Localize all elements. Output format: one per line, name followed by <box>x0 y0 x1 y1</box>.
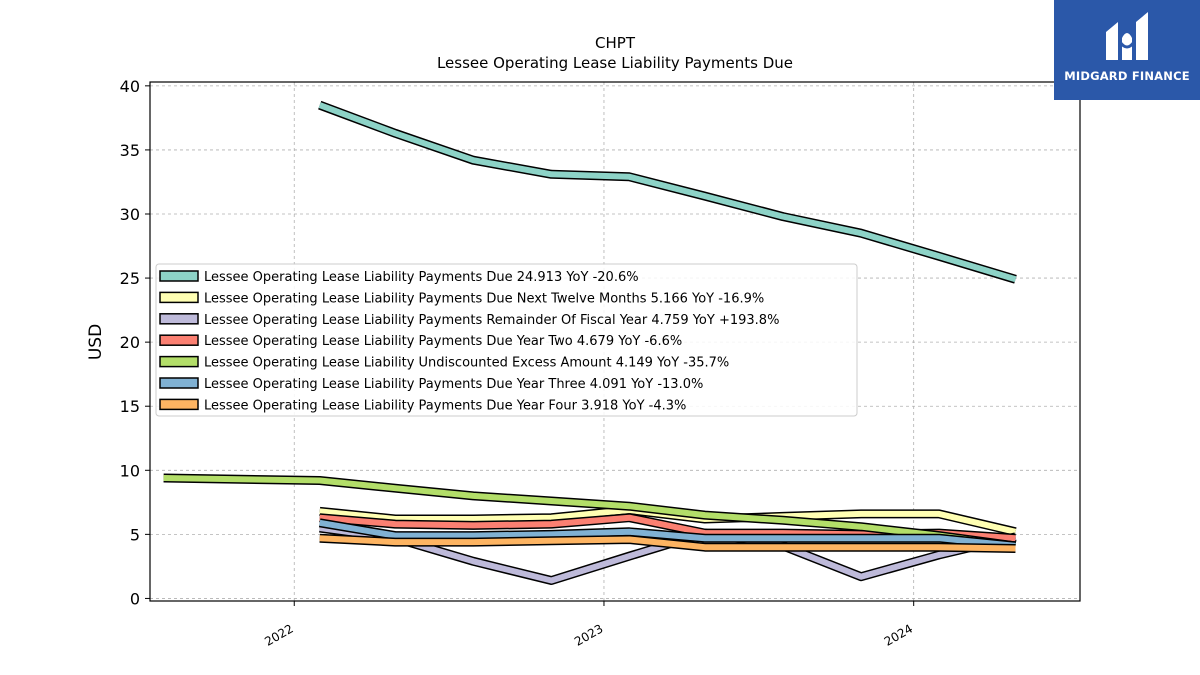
y-tick-label: 10 <box>120 461 140 480</box>
legend-label: Lessee Operating Lease Liability Payment… <box>204 334 682 349</box>
brand-name: MIDGARD FINANCE <box>1064 69 1190 83</box>
legend-label: Lessee Operating Lease Liability Payment… <box>204 291 764 306</box>
legend-label: Lessee Operating Lease Liability Payment… <box>204 377 703 392</box>
y-tick-label: 5 <box>130 525 140 544</box>
legend-swatch <box>159 334 199 346</box>
y-tick-label: 25 <box>120 269 140 288</box>
legend-label: Lessee Operating Lease Liability Payment… <box>204 313 779 328</box>
y-tick-label: 15 <box>120 397 140 416</box>
y-axis: 0 5 10 15 20 25 30 35 40 <box>120 77 150 608</box>
y-axis-label: USD <box>86 324 106 360</box>
legend-label: Lessee Operating Lease Liability Payment… <box>204 398 686 413</box>
y-tick-label: 30 <box>120 205 140 224</box>
legend-swatch <box>159 291 199 304</box>
y-tick-label: 0 <box>130 589 140 608</box>
series-line-5 <box>163 473 1017 551</box>
plot-frame <box>149 81 1081 602</box>
legend-swatch <box>159 313 199 325</box>
y-tick-label: 40 <box>120 77 140 96</box>
legend-swatch <box>159 270 199 282</box>
chart-subtitle: Lessee Operating Lease Liability Payment… <box>437 54 793 72</box>
legend: Lessee Operating Lease Liability Payment… <box>155 263 858 417</box>
series-path <box>318 102 1017 283</box>
series-line-7 <box>319 533 1016 553</box>
legend-swatch <box>159 398 199 411</box>
legend-label: Lessee Operating Lease Liability Undisco… <box>204 356 729 371</box>
series-outline <box>318 100 1017 284</box>
x-tick-label: 2024 <box>882 621 915 648</box>
series-path <box>319 519 1016 549</box>
series-path <box>163 475 1016 549</box>
chart-title: CHPT <box>595 34 636 52</box>
series-line-1 <box>318 100 1017 284</box>
x-axis: 2022 2023 2024 <box>262 601 915 649</box>
midgard-finance-logo-icon <box>1106 12 1148 60</box>
brand-logo: MIDGARD FINANCE <box>1054 0 1200 100</box>
series-lines <box>163 100 1017 585</box>
x-tick-label: 2023 <box>572 621 605 648</box>
legend-swatch <box>159 377 199 389</box>
y-tick-label: 20 <box>120 333 140 352</box>
legend-label: Lessee Operating Lease Liability Payment… <box>204 270 639 285</box>
y-tick-label: 35 <box>120 141 140 160</box>
legend-box <box>155 263 858 417</box>
series-line-6 <box>318 518 1016 551</box>
legend-swatch <box>159 355 199 368</box>
x-tick-label: 2022 <box>262 621 295 648</box>
series-path <box>319 535 1016 552</box>
